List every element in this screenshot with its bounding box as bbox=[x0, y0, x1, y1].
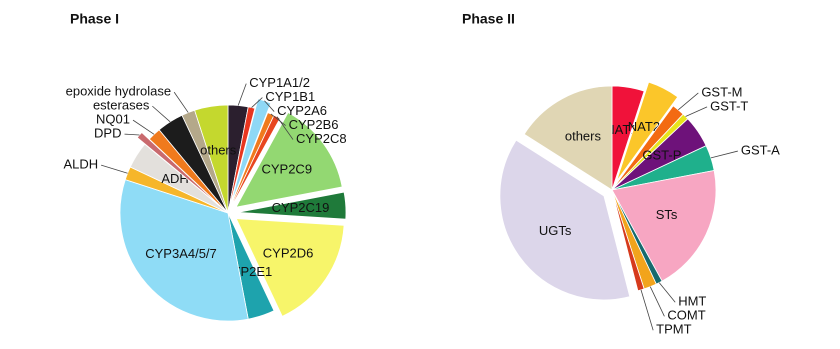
slice-label: esterases bbox=[93, 98, 150, 113]
pie-slice bbox=[237, 191, 347, 220]
leader-line bbox=[678, 92, 699, 111]
slice-label: GST-T bbox=[710, 98, 748, 113]
slice-label: others bbox=[565, 129, 602, 144]
leader-line bbox=[270, 113, 286, 126]
slice-label: NAT1 bbox=[605, 122, 637, 137]
leader-line bbox=[264, 100, 275, 112]
leader-line bbox=[237, 83, 247, 106]
leader-line bbox=[251, 97, 263, 108]
pie-slice bbox=[194, 104, 229, 214]
slice-label: COMT bbox=[667, 308, 705, 323]
leader-line bbox=[276, 116, 294, 140]
slice-label: NAT2 bbox=[628, 119, 660, 134]
pie-slice bbox=[523, 85, 613, 191]
slice-label: TPMT bbox=[656, 322, 691, 337]
slice-label: CYP2B6 bbox=[289, 117, 339, 132]
leader-line bbox=[640, 289, 654, 331]
leader-line bbox=[685, 106, 708, 117]
leader-line bbox=[710, 150, 738, 159]
slice-label: STs bbox=[656, 207, 678, 222]
slice-label: UGTs bbox=[539, 223, 572, 238]
leader-line bbox=[124, 133, 140, 136]
slice-label: DPD bbox=[94, 126, 121, 141]
slice-label: CYP2D6 bbox=[263, 245, 314, 260]
slice-label: ALDH bbox=[63, 157, 98, 172]
slice-label: GST-M bbox=[701, 84, 742, 99]
slice-label: others bbox=[200, 143, 237, 158]
leader-line bbox=[658, 282, 676, 303]
slice-label: HMT bbox=[678, 294, 706, 309]
slice-label: CYP3A4/5/7 bbox=[145, 246, 217, 261]
pie-slice bbox=[611, 170, 717, 282]
slice-label: epoxide hydrolase bbox=[66, 84, 172, 99]
leader-line bbox=[649, 286, 665, 317]
slice-label: CYP2C19 bbox=[272, 200, 330, 215]
slice-label: CYP1A1/2 bbox=[249, 75, 310, 90]
pie-slice bbox=[235, 111, 343, 208]
slice-label: CYP2C9 bbox=[261, 162, 312, 177]
leader-line bbox=[152, 105, 171, 123]
pie-slice bbox=[499, 139, 631, 301]
slice-label: CYP2C8 bbox=[296, 131, 347, 146]
slice-label: CYP1B1 bbox=[265, 89, 315, 104]
chart-title: Phase II bbox=[462, 11, 515, 27]
leader-line bbox=[173, 91, 189, 113]
pie-slice bbox=[119, 179, 249, 322]
slice-label: GST-A bbox=[741, 143, 780, 158]
leader-line bbox=[101, 164, 128, 174]
slice-label: CYP2A6 bbox=[277, 103, 327, 118]
leader-line bbox=[132, 119, 155, 135]
pie-slice bbox=[235, 218, 345, 317]
slice-label: NQ01 bbox=[96, 112, 130, 127]
chart-title: Phase I bbox=[70, 11, 119, 27]
pie-slice bbox=[616, 81, 679, 182]
slice-label: GST-P bbox=[642, 148, 681, 163]
